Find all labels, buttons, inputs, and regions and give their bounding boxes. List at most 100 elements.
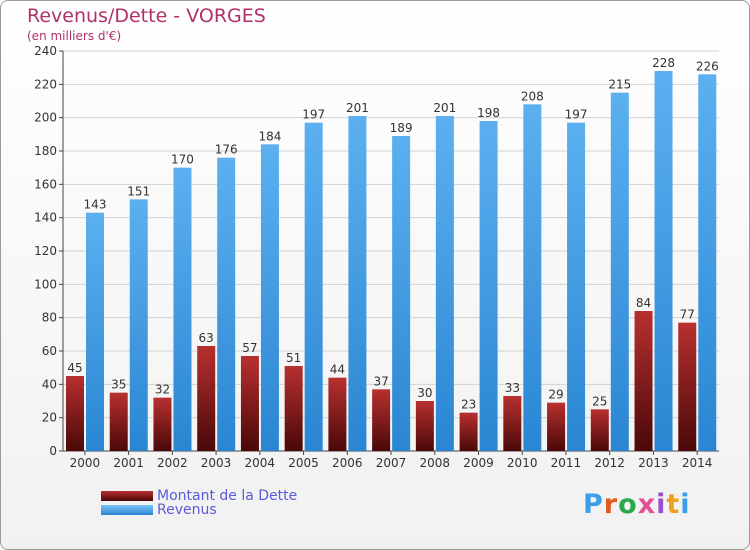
y-tick-label: 140	[34, 211, 57, 225]
proxiti-logo: Proxiti	[583, 489, 691, 520]
logo-letter: P	[583, 489, 604, 520]
legend-item-revenus: Revenus	[101, 502, 217, 518]
debt-bar	[678, 322, 697, 451]
x-tick-label: 2008	[419, 456, 450, 470]
revenue-bar	[304, 122, 323, 452]
legend-label-dette: Montant de la Dette	[157, 488, 298, 504]
y-tick-label: 80	[42, 311, 57, 325]
revenue-bar	[698, 74, 717, 451]
logo-letter: o	[618, 489, 638, 520]
x-tick-label: 2014	[682, 456, 713, 470]
x-tick-label: 2013	[638, 456, 669, 470]
revenue-bar	[479, 121, 498, 451]
revenue-bar	[260, 144, 279, 452]
debt-bar	[109, 392, 128, 451]
y-tick-label: 220	[34, 77, 57, 91]
debt-bar-label: 33	[505, 381, 520, 395]
revenue-bar-label: 198	[477, 106, 500, 120]
x-tick-label: 2007	[376, 456, 407, 470]
revenue-bar	[654, 71, 673, 451]
y-tick-label: 40	[42, 377, 57, 391]
logo-letter: x	[637, 489, 657, 520]
x-tick-label: 2006	[332, 456, 363, 470]
revenue-bar	[173, 167, 192, 451]
debt-bar-label: 35	[111, 378, 126, 392]
revenue-bar-label: 143	[84, 198, 107, 212]
revenue-bar-label: 201	[433, 101, 456, 115]
debt-bar	[634, 311, 653, 451]
y-tick-label: 200	[34, 111, 57, 125]
y-tick-label: 120	[34, 244, 57, 258]
legend-item-dette: Montant de la Dette	[101, 488, 297, 504]
y-tick-label: 160	[34, 177, 57, 191]
debt-bar-label: 77	[680, 308, 695, 322]
debt-bar	[503, 396, 522, 451]
y-tick-label: 60	[42, 344, 57, 358]
debt-bar	[459, 412, 478, 451]
y-tick-label: 0	[49, 444, 57, 458]
revenue-bar	[392, 136, 411, 451]
debt-bar-label: 57	[242, 341, 257, 355]
debt-bar-label: 37	[373, 374, 388, 388]
debt-bar-label: 30	[417, 386, 432, 400]
debt-bar	[328, 377, 347, 451]
debt-bar-label: 32	[155, 383, 170, 397]
debt-bar-label: 51	[286, 351, 301, 365]
debt-bar-label: 44	[330, 363, 345, 377]
debt-bar	[66, 376, 84, 451]
revenue-bar	[348, 116, 367, 451]
revenue-bar	[523, 104, 542, 451]
x-tick-label: 2009	[463, 456, 494, 470]
legend-swatch-dette	[101, 491, 153, 501]
logo-letter: t	[666, 489, 681, 520]
x-tick-label: 2001	[113, 456, 144, 470]
y-tick-label: 180	[34, 144, 57, 158]
revenue-bar-label: 197	[302, 108, 325, 122]
debt-bar	[415, 401, 434, 451]
x-tick-label: 2012	[594, 456, 625, 470]
y-tick-label: 100	[34, 277, 57, 291]
debt-bar-label: 63	[199, 331, 214, 345]
revenue-bar-label: 170	[171, 153, 194, 167]
revenue-bar-label: 226	[696, 59, 719, 73]
debt-bar	[197, 346, 216, 451]
revenue-bar	[435, 116, 454, 451]
revenue-bar-label: 189	[390, 121, 413, 135]
debt-bar-label: 45	[67, 361, 82, 375]
debt-bar	[240, 356, 259, 451]
x-tick-label: 2005	[288, 456, 319, 470]
logo-letter: i	[656, 489, 667, 520]
chart-title: Revenus/Dette - VORGES	[27, 5, 266, 27]
revenue-bar-label: 197	[565, 108, 588, 122]
revenue-bar	[217, 157, 236, 451]
x-tick-label: 2004	[245, 456, 276, 470]
revenue-bar	[129, 199, 148, 451]
legend-swatch-revenus	[101, 505, 153, 515]
logo-letter: r	[603, 489, 619, 520]
debt-bar	[153, 397, 172, 451]
logo-letter: i	[680, 489, 691, 520]
x-tick-label: 2000	[70, 456, 101, 470]
revenue-bar-label: 228	[652, 56, 675, 70]
revenue-bar-label: 215	[608, 78, 631, 92]
revenue-bar-label: 176	[215, 143, 238, 157]
debt-bar-label: 84	[636, 296, 651, 310]
revenue-bar-label: 184	[258, 129, 281, 143]
x-tick-label: 2002	[157, 456, 188, 470]
debt-bar	[372, 389, 391, 451]
revenue-bar	[86, 212, 104, 451]
debt-bar	[284, 366, 303, 451]
revenue-bar-label: 201	[346, 101, 369, 115]
debt-bar-label: 25	[592, 394, 607, 408]
revenue-bar	[610, 92, 629, 452]
x-tick-label: 2003	[201, 456, 232, 470]
revenue-bar-label: 151	[127, 184, 150, 198]
x-tick-label: 2011	[551, 456, 582, 470]
y-tick-label: 240	[34, 44, 57, 58]
chart-subtitle: (en milliers d'€)	[27, 29, 122, 43]
debt-bar	[547, 402, 566, 451]
debt-bar	[590, 409, 609, 451]
y-tick-label: 20	[42, 411, 57, 425]
